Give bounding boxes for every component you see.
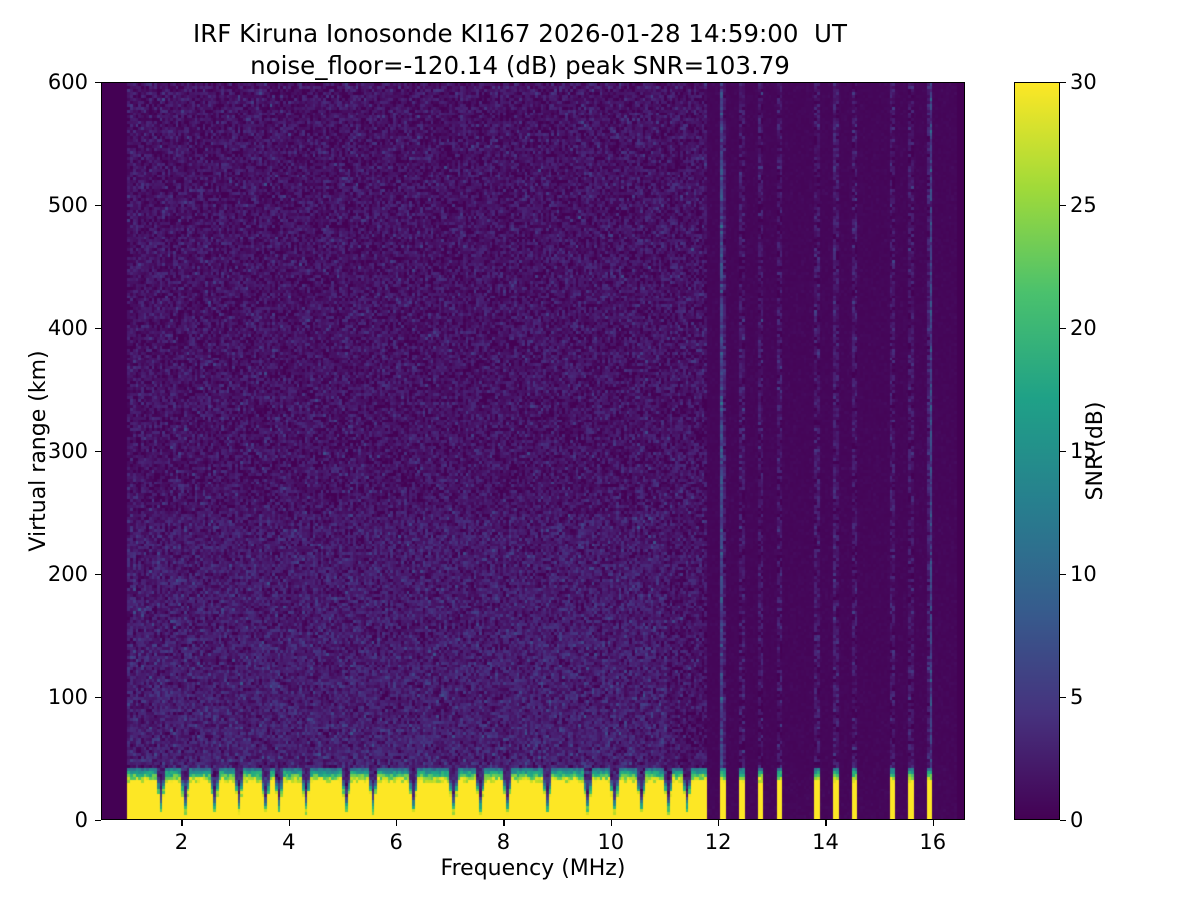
y-tick-label: 0 <box>74 808 88 832</box>
x-tick <box>396 820 398 826</box>
colorbar-tick-label: 0 <box>1070 808 1084 832</box>
colorbar-tick <box>1060 697 1066 699</box>
y-tick-label: 300 <box>47 439 88 463</box>
ionogram-plot-area <box>101 82 965 820</box>
x-tick-label: 2 <box>174 830 189 854</box>
colorbar-tick-label: 25 <box>1070 193 1097 217</box>
title-line-2: noise_floor=-120.14 (dB) peak SNR=103.79 <box>250 51 790 81</box>
colorbar-tick-label: 20 <box>1070 316 1097 340</box>
figure-title: IRF Kiruna Ionosonde KI167 2026-01-28 14… <box>0 18 1040 83</box>
x-tick-label: 12 <box>704 830 732 854</box>
colorbar-tick <box>1060 574 1066 576</box>
y-tick-label: 100 <box>47 685 88 709</box>
x-tick-label: 4 <box>282 830 296 854</box>
y-tick-label: 600 <box>47 70 88 94</box>
y-tick-label: 200 <box>47 562 88 586</box>
x-tick-label: 14 <box>812 830 839 854</box>
snr-colorbar <box>1014 82 1060 820</box>
ionogram-heatmap <box>102 83 964 819</box>
y-tick <box>95 451 101 453</box>
x-tick-label: 6 <box>389 830 403 854</box>
colorbar-tick-label: 15 <box>1070 439 1097 463</box>
x-tick-label: 8 <box>496 830 511 854</box>
y-tick-label: 400 <box>47 316 88 340</box>
x-tick <box>610 820 613 826</box>
colorbar-tick-label: 30 <box>1070 70 1097 94</box>
x-tick <box>181 820 183 826</box>
y-tick <box>95 820 101 822</box>
x-tick <box>288 820 291 826</box>
y-tick <box>95 328 101 330</box>
x-tick-label: 10 <box>597 830 625 854</box>
x-tick <box>503 820 505 826</box>
y-axis-label-text: Virtual range (km) <box>26 350 51 552</box>
y-tick <box>95 205 101 207</box>
colorbar-label-text: SNR (dB) <box>1083 401 1108 501</box>
colorbar-tick <box>1060 451 1066 453</box>
x-tick-label: 16 <box>919 830 947 854</box>
x-tick <box>932 820 935 826</box>
x-tick <box>718 820 720 826</box>
colorbar-tick <box>1060 820 1066 822</box>
colorbar-tick-label: 5 <box>1070 685 1084 709</box>
colorbar-tick <box>1060 328 1066 330</box>
colorbar-tick <box>1060 205 1066 207</box>
x-axis-label: Frequency (MHz) <box>440 856 626 881</box>
colorbar-tick-label: 10 <box>1070 562 1097 586</box>
colorbar-gradient <box>1015 83 1059 819</box>
title-line-1: IRF Kiruna Ionosonde KI167 2026-01-28 14… <box>193 19 847 48</box>
y-tick <box>95 697 101 699</box>
y-tick-label: 500 <box>47 193 88 217</box>
y-tick <box>95 574 101 576</box>
colorbar-tick <box>1060 82 1066 84</box>
y-tick <box>95 82 101 84</box>
x-tick <box>825 820 827 826</box>
